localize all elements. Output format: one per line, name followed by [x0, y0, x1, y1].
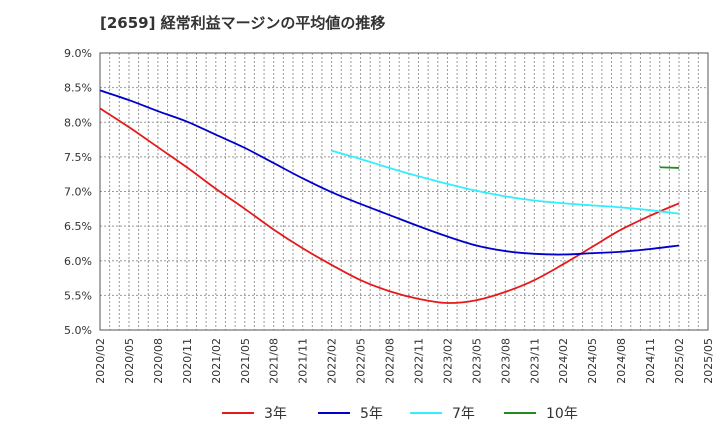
series-line-10年 — [659, 166, 680, 169]
series-lines — [99, 89, 680, 304]
x-tick-label: 2025/05 — [702, 338, 715, 384]
legend-label: 7年 — [452, 406, 475, 422]
x-tick-label: 2023/05 — [470, 338, 483, 384]
legend-label: 10年 — [546, 406, 578, 422]
x-tick-label: 2023/11 — [528, 338, 541, 384]
y-tick-label: 6.5% — [64, 220, 92, 233]
x-tick-label: 2022/02 — [326, 338, 339, 384]
legend-label: 5年 — [360, 406, 383, 422]
x-tick-label: 2020/05 — [123, 338, 136, 384]
y-tick-label: 6.0% — [64, 255, 92, 268]
x-tick-label: 2022/08 — [384, 338, 397, 384]
x-tick-label: 2024/02 — [557, 338, 570, 384]
x-tick-label: 2022/05 — [355, 338, 368, 384]
y-tick-label: 8.0% — [64, 116, 92, 129]
plot-frame — [99, 52, 709, 331]
x-tick-label: 2024/11 — [644, 338, 657, 384]
x-tick-label: 2020/02 — [94, 338, 107, 384]
x-tick-label: 2023/08 — [499, 338, 512, 384]
x-tick-label: 2024/08 — [615, 338, 628, 384]
x-tick-label: 2021/05 — [239, 338, 252, 384]
x-axis: 2020/02 2020/05 2020/08 2020/11 2021/02 2021/… — [94, 338, 715, 384]
series-line-5年 — [99, 89, 680, 256]
y-axis: 9.0% 8.5% 8.0% 7.5% 7.0% 6.5% 6.0% 5.5% 5.0% — [64, 47, 92, 337]
x-tick-label: 2020/08 — [152, 338, 165, 384]
y-tick-label: 9.0% — [64, 47, 92, 60]
x-tick-label: 2024/05 — [586, 338, 599, 384]
chart-title: [2659] 経常利益マージンの平均値の推移 — [100, 14, 386, 32]
x-tick-label: 2021/08 — [268, 338, 281, 384]
y-tick-label: 7.0% — [64, 186, 92, 199]
x-tick-label: 2020/11 — [181, 338, 194, 384]
x-tick-label: 2025/02 — [673, 338, 686, 384]
legend-label: 3年 — [264, 406, 287, 422]
x-tick-label: 2023/02 — [441, 338, 454, 384]
x-tick-label: 2022/11 — [412, 338, 425, 384]
y-tick-label: 8.5% — [64, 82, 92, 95]
y-tick-label: 7.5% — [64, 151, 92, 164]
series-line-7年 — [331, 149, 680, 215]
series-line-3年 — [99, 107, 680, 304]
y-tick-label: 5.0% — [64, 324, 92, 337]
grid — [100, 52, 708, 331]
x-tick-label: 2021/02 — [210, 338, 223, 384]
legend: 3年 5年 7年 10年 — [222, 406, 578, 422]
x-tick-label: 2021/11 — [297, 338, 310, 384]
y-tick-label: 5.5% — [64, 289, 92, 302]
